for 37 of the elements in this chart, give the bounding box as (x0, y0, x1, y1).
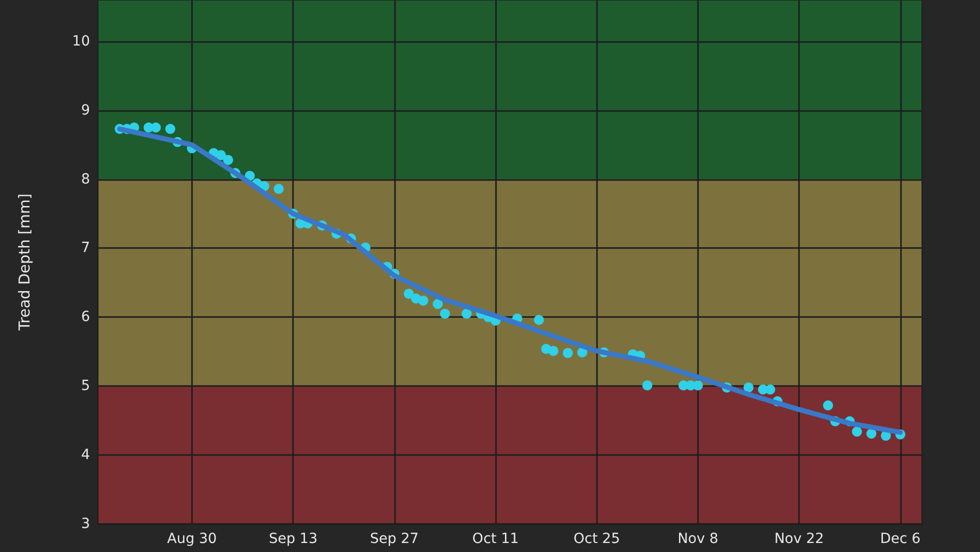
x-tick-label: Oct 25 (573, 531, 620, 547)
point (823, 400, 834, 410)
y-tick-label: 6 (81, 309, 90, 326)
point (462, 308, 472, 319)
y-tick-label: 4 (81, 447, 90, 464)
point (404, 288, 414, 299)
point (418, 296, 428, 306)
y-axis-title: Tread Depth [mm] (16, 194, 34, 332)
point (852, 426, 862, 437)
y-tick-label: 9 (81, 102, 90, 118)
point (548, 346, 558, 356)
point (150, 122, 161, 133)
point (216, 150, 226, 160)
y-tick-label: 7 (81, 240, 90, 256)
point (534, 314, 544, 325)
y-tick-label: 10 (72, 33, 90, 50)
point (165, 124, 176, 134)
point (765, 384, 776, 395)
x-tick-label: Nov 22 (774, 531, 824, 547)
point (744, 382, 754, 392)
x-tick-label: Aug 30 (167, 531, 217, 547)
point (692, 380, 703, 390)
point (866, 428, 876, 439)
point (642, 380, 652, 390)
point (432, 299, 443, 310)
point (562, 348, 573, 358)
point (223, 154, 234, 165)
point (274, 184, 284, 194)
x-tick-label: Sep 27 (370, 531, 419, 547)
y-tick-label: 8 (81, 171, 90, 188)
x-tick-label: Dec 6 (880, 531, 921, 547)
point (440, 308, 450, 319)
x-tick-label: Nov 8 (678, 531, 718, 547)
y-tick-label: 5 (81, 378, 90, 394)
y-tick-label: 3 (81, 516, 90, 532)
x-tick-label: Sep 13 (268, 531, 318, 547)
x-tick-label: Oct 11 (472, 531, 519, 547)
